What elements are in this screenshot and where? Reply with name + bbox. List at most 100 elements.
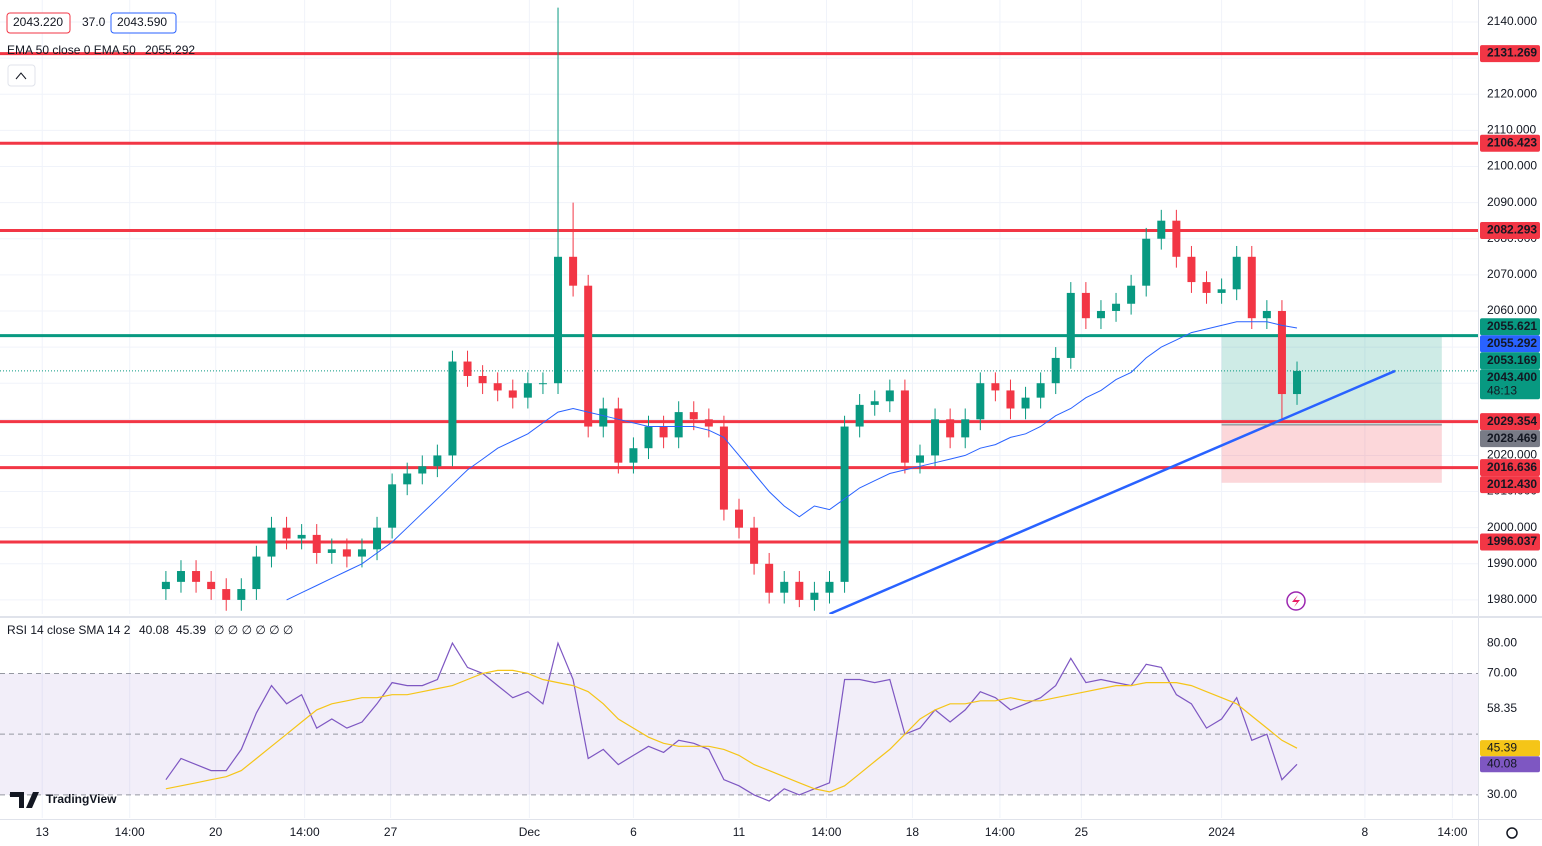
- candle-body: [795, 581, 804, 600]
- rsi-tick-label: 30.00: [1487, 787, 1517, 801]
- price-badge: [1480, 413, 1540, 431]
- price-badge: [1480, 430, 1540, 448]
- rsi-badge-label: 45.39: [1487, 740, 1517, 754]
- candle-body: [870, 401, 879, 405]
- y-tick-label: 2140.000: [1487, 14, 1537, 28]
- price-badge-label: 2053.169: [1487, 353, 1537, 367]
- candle-body: [403, 473, 412, 485]
- candle-body: [704, 419, 713, 427]
- collapse-button[interactable]: [7, 64, 36, 87]
- candle-body: [780, 581, 789, 593]
- candle-body: [1096, 310, 1105, 319]
- candle-body: [252, 556, 261, 590]
- x-tick-label: 14:00: [985, 825, 1015, 839]
- candle-body: [493, 383, 502, 391]
- candle-body: [373, 527, 382, 550]
- candle-body: [900, 390, 909, 463]
- candle-body: [1172, 220, 1181, 257]
- candle-body: [433, 455, 442, 467]
- rsi-tick-label: 58.35: [1487, 701, 1517, 715]
- price-badge: [1480, 335, 1540, 353]
- candle-body: [1217, 289, 1226, 293]
- candle-body: [1142, 238, 1151, 286]
- settings-icon[interactable]: [1506, 827, 1518, 839]
- price-badge-label: 2016.636: [1487, 460, 1537, 474]
- candle-body: [1021, 397, 1030, 409]
- stop-zone: [1221, 424, 1442, 483]
- bid-box: [6, 12, 71, 34]
- price-badge: [1480, 459, 1540, 477]
- candle-body: [508, 390, 517, 398]
- candle-body: [1187, 256, 1196, 283]
- candle-body: [599, 408, 608, 427]
- rsi-badge-label: 40.08: [1487, 756, 1517, 770]
- y-tick-label: 1980.000: [1487, 592, 1537, 606]
- candle-body: [931, 419, 940, 456]
- candle-body: [1202, 282, 1211, 293]
- ask-price: 2043.590: [117, 15, 167, 29]
- y-tick-label: 2000.000: [1487, 520, 1537, 534]
- candle-body: [192, 571, 201, 582]
- rsi-badge: [1480, 740, 1540, 757]
- candle-body: [297, 534, 306, 539]
- price-badge: [1480, 352, 1540, 370]
- candle-body: [1277, 310, 1286, 395]
- candle-body: [750, 527, 759, 564]
- candle-body: [357, 549, 366, 557]
- candle-body: [388, 484, 397, 528]
- rsi-legend: RSI 14 close SMA 14 2: [7, 623, 131, 637]
- candle-body: [1157, 220, 1166, 239]
- x-tick-label: Dec: [519, 825, 540, 839]
- candle-body: [1006, 390, 1015, 409]
- x-tick-label: 13: [36, 825, 50, 839]
- x-tick-label: 18: [906, 825, 920, 839]
- collapse-icon[interactable]: [15, 72, 27, 80]
- y-tick-label: 1990.000: [1487, 556, 1537, 570]
- ema-legend: EMA 50 close 0 EMA 50: [7, 43, 136, 57]
- ema-legend-value: 2055.292: [145, 43, 195, 57]
- candle-body: [1036, 383, 1045, 398]
- candle-body: [810, 592, 819, 600]
- rsi-badge: [1480, 756, 1540, 773]
- x-tick-label: 11: [733, 825, 746, 839]
- target-zone: [1221, 335, 1442, 425]
- candle-body: [946, 419, 955, 438]
- ask-box: [110, 12, 177, 34]
- candle-body: [1066, 292, 1075, 358]
- alert-bolt[interactable]: [1292, 595, 1300, 607]
- candle-body: [1127, 285, 1136, 304]
- countdown: 48:13: [1487, 383, 1517, 397]
- alert-icon[interactable]: [1286, 591, 1306, 611]
- rsi-tick-label: 70.00: [1487, 666, 1517, 680]
- x-tick-label: 27: [384, 825, 398, 839]
- spread: 37.0: [82, 15, 106, 29]
- y-tick-label: 2100.000: [1487, 159, 1537, 173]
- candle-body: [463, 361, 472, 376]
- candle-body: [161, 581, 170, 590]
- candle-body: [523, 383, 532, 398]
- candle-body: [538, 383, 547, 385]
- bid-price: 2043.220: [13, 15, 63, 29]
- candle-body: [674, 412, 683, 438]
- candle-body: [1262, 310, 1271, 319]
- y-tick-label: 2070.000: [1487, 267, 1537, 281]
- x-tick-label: 25: [1075, 825, 1089, 839]
- rsi-sma-legend-value: 45.39: [176, 623, 206, 637]
- candle-body: [976, 383, 985, 420]
- candle-body: [448, 361, 457, 456]
- candle-body: [825, 581, 834, 593]
- candle-body: [719, 426, 728, 510]
- candle-body: [312, 534, 321, 553]
- price-badge-label: 2028.469: [1487, 431, 1537, 445]
- price-badge-label: 2131.269: [1487, 46, 1537, 60]
- price-badge: [1480, 476, 1540, 494]
- price-badge-label: 2055.621: [1487, 319, 1537, 333]
- candle-body: [569, 256, 578, 286]
- candle-body: [478, 375, 487, 384]
- candle-body: [855, 404, 864, 427]
- price-badge-label: 2082.293: [1487, 223, 1537, 237]
- price-badge-label: 2055.292: [1487, 336, 1537, 350]
- candle-body: [629, 448, 638, 463]
- x-tick-label: 14:00: [115, 825, 145, 839]
